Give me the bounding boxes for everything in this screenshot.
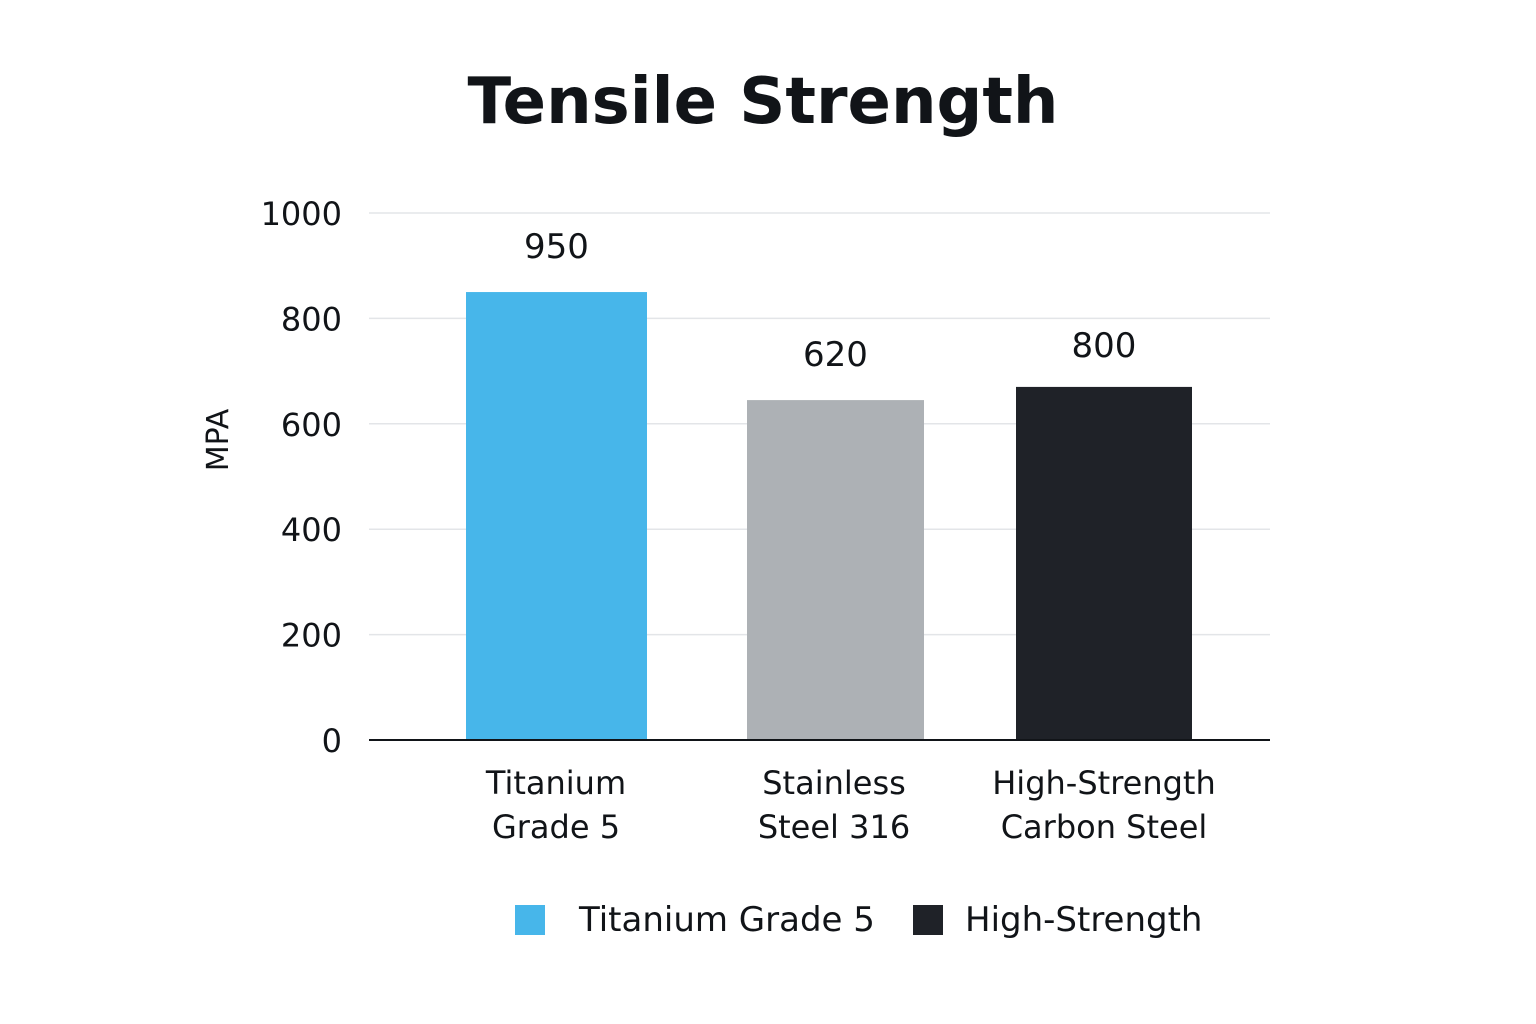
y-axis-label: MPA (201, 408, 236, 471)
category-label-0-line-0: Titanium (485, 764, 626, 802)
legend: Titanium Grade 5 High-Strength (0, 896, 1536, 944)
category-label-2-line-0: High-Strength (992, 764, 1216, 802)
data-label-0: 950 (524, 227, 589, 267)
legend-swatch-titanium (515, 905, 545, 935)
y-tick-label-200: 200 (281, 617, 342, 655)
category-label-2-line-1: Carbon Steel (1001, 808, 1208, 846)
y-tick-label-400: 400 (281, 511, 342, 549)
bar-1 (747, 400, 924, 740)
category-label-0-line-1: Grade 5 (492, 808, 620, 846)
legend-item-high-strength: High-Strength (913, 896, 1203, 944)
bar-2 (1016, 386, 1192, 740)
x-axis-categories: Titanium Grade 5 Stainless Steel 316 High-St… (485, 764, 1216, 846)
legend-label-high-strength: High-Strength (965, 900, 1203, 940)
y-tick-label-0: 0 (322, 722, 342, 760)
data-labels: 950 620 800 (524, 227, 1136, 375)
category-label-1-line-0: Stainless (762, 764, 906, 802)
data-label-1: 620 (803, 335, 868, 375)
y-tick-label-1000: 1000 (261, 195, 342, 233)
bars (466, 292, 1192, 740)
legend-swatch-high-strength (913, 905, 943, 935)
data-label-2: 800 (1072, 326, 1137, 366)
y-tick-label-800: 800 (281, 300, 342, 338)
legend-label-titanium: Titanium Grade 5 (579, 900, 875, 940)
bar-0 (466, 292, 647, 740)
chart-title: Tensile Strength (467, 65, 1059, 139)
legend-item-titanium: Titanium Grade 5 (515, 896, 875, 944)
category-label-1-line-1: Steel 316 (758, 808, 910, 846)
y-axis-ticks: 0 200 400 600 800 1000 (261, 195, 342, 760)
y-tick-label-600: 600 (281, 406, 342, 444)
